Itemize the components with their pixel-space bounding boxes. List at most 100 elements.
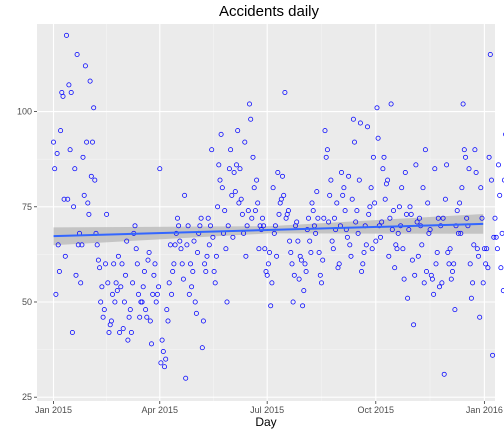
data-point (313, 230, 319, 236)
data-point (132, 223, 138, 229)
y-tick-label: 50 (22, 297, 32, 307)
data-point (296, 276, 302, 282)
data-point (243, 253, 249, 259)
data-point (344, 234, 350, 240)
trend-line (53, 222, 484, 238)
data-point (128, 330, 134, 335)
data-point (160, 349, 166, 354)
data-point (216, 162, 222, 168)
data-point (493, 234, 499, 240)
data-point (133, 246, 139, 252)
data-point (254, 177, 260, 183)
data-point (252, 208, 258, 214)
data-point (391, 208, 396, 214)
data-point (270, 185, 276, 191)
data-point (464, 215, 470, 221)
data-point (190, 269, 196, 274)
data-point (328, 177, 334, 183)
data-point (264, 272, 270, 278)
data-point (117, 330, 123, 335)
data-point (147, 318, 153, 324)
x-axis: Jan 2015 Apr 2015 Jul 2015 Oct 2015 Jan 2016 (35, 401, 503, 415)
data-point (141, 269, 147, 274)
data-point (346, 173, 352, 179)
data-point (382, 196, 388, 202)
data-point (110, 291, 115, 297)
data-point (478, 185, 484, 191)
data-point (356, 177, 362, 183)
data-point (476, 253, 481, 259)
data-point (118, 284, 124, 290)
data-point (322, 128, 328, 134)
data-point (52, 166, 58, 172)
data-point (448, 276, 454, 282)
data-point (330, 246, 336, 252)
data-point (437, 284, 442, 290)
data-point (477, 314, 483, 320)
data-point (232, 189, 238, 195)
data-point (182, 192, 188, 198)
data-point (420, 185, 426, 191)
data-point (112, 299, 118, 305)
data-point (412, 272, 418, 278)
data-point (348, 253, 354, 259)
data-point (189, 284, 195, 290)
data-point (349, 196, 355, 202)
data-point (80, 154, 86, 160)
data-point (200, 318, 206, 324)
data-point (140, 284, 146, 290)
data-point (309, 200, 315, 206)
data-point (455, 230, 461, 236)
data-point (435, 215, 441, 221)
data-point (366, 211, 372, 217)
data-point (271, 230, 277, 236)
data-point (306, 215, 311, 221)
data-point (408, 211, 414, 217)
data-point (114, 288, 120, 294)
data-point (480, 280, 486, 286)
data-point (191, 238, 197, 244)
data-point (172, 242, 178, 248)
data-point (350, 116, 356, 122)
data-point (360, 261, 366, 267)
data-point (73, 272, 79, 278)
x-tick-label: Jan 2015 (35, 405, 72, 415)
data-point (327, 192, 333, 198)
data-point (498, 265, 504, 271)
data-point (98, 299, 104, 305)
data-point (169, 291, 175, 297)
data-point (198, 215, 204, 221)
data-point (85, 200, 91, 206)
data-point (444, 162, 450, 168)
data-point (151, 272, 157, 278)
data-point (372, 200, 378, 206)
data-point (71, 204, 77, 210)
data-point (307, 238, 313, 244)
data-point (163, 356, 169, 362)
data-point (460, 101, 466, 107)
data-point (458, 230, 464, 236)
data-point (249, 215, 255, 221)
data-point (78, 280, 84, 286)
data-point (399, 185, 405, 191)
data-point (376, 223, 382, 229)
data-point (375, 135, 381, 141)
data-point (58, 128, 64, 134)
data-point (409, 257, 415, 263)
data-point (94, 242, 100, 248)
data-point (125, 337, 131, 343)
data-point (143, 307, 149, 313)
data-point (238, 196, 244, 202)
data-point (275, 170, 281, 175)
data-point (247, 101, 252, 107)
data-point (463, 154, 468, 160)
data-point (177, 238, 183, 244)
data-point (269, 280, 275, 286)
data-point (315, 215, 321, 221)
trend-line-group (53, 222, 484, 238)
data-point (255, 200, 261, 206)
data-point (225, 223, 231, 229)
data-point (424, 269, 429, 274)
data-point (367, 204, 373, 210)
data-point (205, 215, 211, 221)
